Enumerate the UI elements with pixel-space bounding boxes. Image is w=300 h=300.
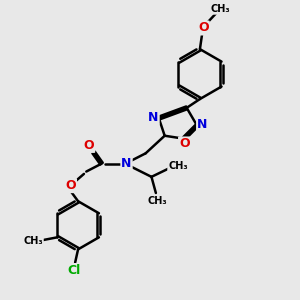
Text: O: O [65,179,76,192]
Text: CH₃: CH₃ [23,236,43,246]
Text: O: O [198,22,209,34]
Text: CH₃: CH₃ [211,4,230,14]
Text: O: O [179,137,190,151]
Text: N: N [148,111,159,124]
Text: CH₃: CH₃ [168,161,188,171]
Text: O: O [84,139,94,152]
Text: CH₃: CH₃ [148,196,167,206]
Text: Cl: Cl [67,264,80,277]
Text: N: N [121,157,132,170]
Text: N: N [197,118,207,131]
